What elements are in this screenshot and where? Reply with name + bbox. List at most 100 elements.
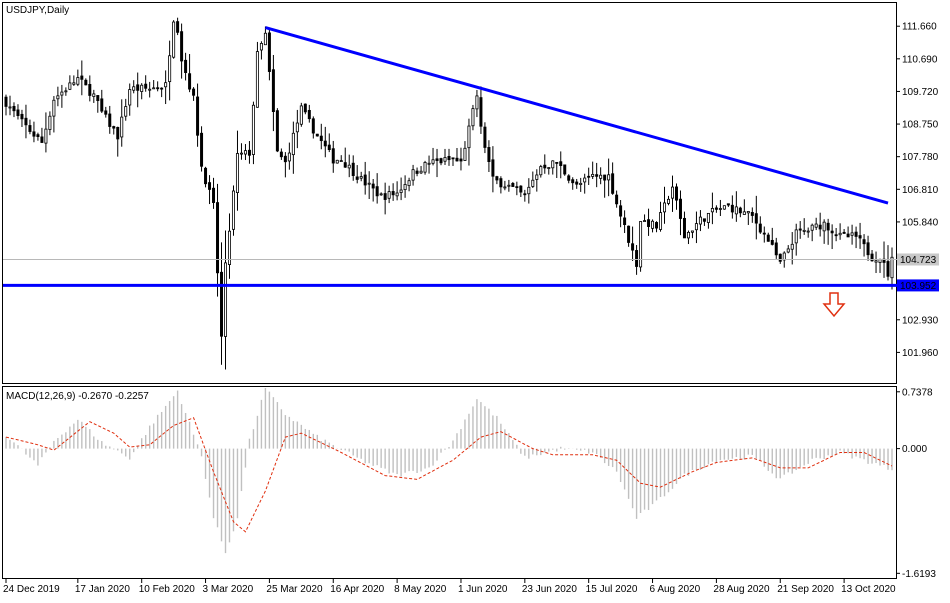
candle-body	[132, 86, 136, 91]
date-tick-label: 10 Feb 2020	[139, 584, 196, 595]
candle-body	[383, 193, 387, 200]
candle-body	[56, 95, 60, 100]
candle-body	[770, 239, 774, 245]
date-tick-label: 6 Aug 2020	[650, 584, 701, 595]
candle-body	[156, 87, 160, 90]
candle-body	[846, 233, 850, 238]
candle-body	[579, 182, 583, 185]
descending-trendline	[265, 26, 889, 205]
macd-y-axis: 0.7378 0.000 -1.6193	[896, 387, 936, 580]
candle-body	[834, 234, 838, 237]
candle-body	[730, 204, 734, 213]
candle-body	[307, 109, 311, 120]
candle-body	[419, 170, 423, 174]
candle-body	[702, 218, 706, 222]
candle-body	[407, 180, 411, 187]
candle-body	[706, 212, 710, 223]
candle-body	[678, 198, 682, 219]
candle-body	[651, 220, 655, 229]
candle-body	[391, 191, 395, 196]
candle-body	[176, 21, 180, 33]
candle-body	[451, 157, 455, 160]
candle-body	[184, 59, 188, 73]
candle-body	[551, 160, 555, 169]
candle-body	[830, 230, 834, 234]
candle-body	[575, 181, 579, 185]
candle-body	[351, 162, 355, 176]
candle-body	[263, 32, 267, 46]
candle-body	[483, 126, 487, 148]
candle-body	[136, 84, 140, 91]
candle-body	[858, 235, 862, 239]
candle-body	[52, 99, 56, 117]
candle-body	[555, 161, 559, 164]
candle-body	[543, 164, 547, 169]
candle-body	[623, 217, 627, 226]
candle-body	[515, 186, 519, 189]
candle-body	[874, 260, 878, 263]
candle-body	[8, 106, 12, 109]
candle-body	[227, 230, 231, 265]
candle-body	[295, 122, 299, 133]
candle-body	[794, 229, 798, 244]
candle-body	[196, 96, 200, 136]
candle-body	[231, 190, 235, 230]
candle-body	[790, 243, 794, 250]
candle-body	[160, 87, 164, 90]
candle-body	[447, 155, 451, 161]
down-arrow-icon	[822, 292, 846, 318]
candle-body	[587, 175, 591, 178]
date-tick-label: 15 Jul 2020	[586, 584, 638, 595]
price-y-tick-label: 111.660	[902, 22, 937, 33]
candle-body	[395, 192, 399, 197]
candle-body	[866, 242, 870, 256]
candle-body	[627, 225, 631, 243]
candle-body	[192, 88, 196, 96]
candle-body	[84, 79, 88, 86]
candle-body	[60, 91, 64, 96]
candle-body	[631, 243, 635, 251]
candle-body	[224, 262, 228, 337]
candle-body	[583, 177, 587, 183]
candle-body	[168, 55, 172, 83]
candle-body	[371, 183, 375, 189]
candle-body	[303, 103, 307, 113]
date-tick-label: 17 Jan 2020	[75, 584, 130, 595]
candle-body	[88, 84, 92, 96]
candle-body	[80, 75, 84, 80]
candle-body	[375, 186, 379, 197]
candle-body	[842, 231, 846, 234]
candle-body	[339, 160, 343, 162]
candle-body	[423, 161, 427, 173]
chart-title: USDJPY,Daily	[6, 5, 69, 16]
candle-body	[319, 135, 323, 142]
candle-body	[28, 125, 32, 132]
candle-body	[694, 223, 698, 231]
current-price-tag	[897, 253, 939, 266]
candle-body	[758, 223, 762, 233]
candle-body	[806, 230, 810, 233]
candle-body	[443, 157, 447, 162]
date-tick-label: 25 Mar 2020	[266, 584, 323, 595]
candle-body	[499, 178, 503, 188]
candle-body	[399, 189, 403, 193]
price-y-axis: 111.660 110.690 109.720 108.750 107.780 106.8…	[896, 22, 939, 359]
candle-body	[838, 232, 842, 236]
macd-panel-frame	[2, 386, 897, 579]
candle-body	[287, 152, 291, 162]
candle-body	[890, 256, 894, 279]
candle-body	[619, 205, 623, 217]
candle-body	[463, 147, 467, 161]
current-price-label: 104.723	[900, 255, 937, 266]
candle-body	[68, 82, 72, 90]
candle-body	[471, 108, 475, 127]
candle-body	[766, 234, 770, 242]
candle-body	[639, 221, 643, 268]
candle-body	[479, 97, 483, 127]
candle-body	[659, 212, 663, 230]
candle-body	[327, 144, 331, 151]
candle-body	[491, 159, 495, 177]
candle-body	[778, 253, 782, 262]
